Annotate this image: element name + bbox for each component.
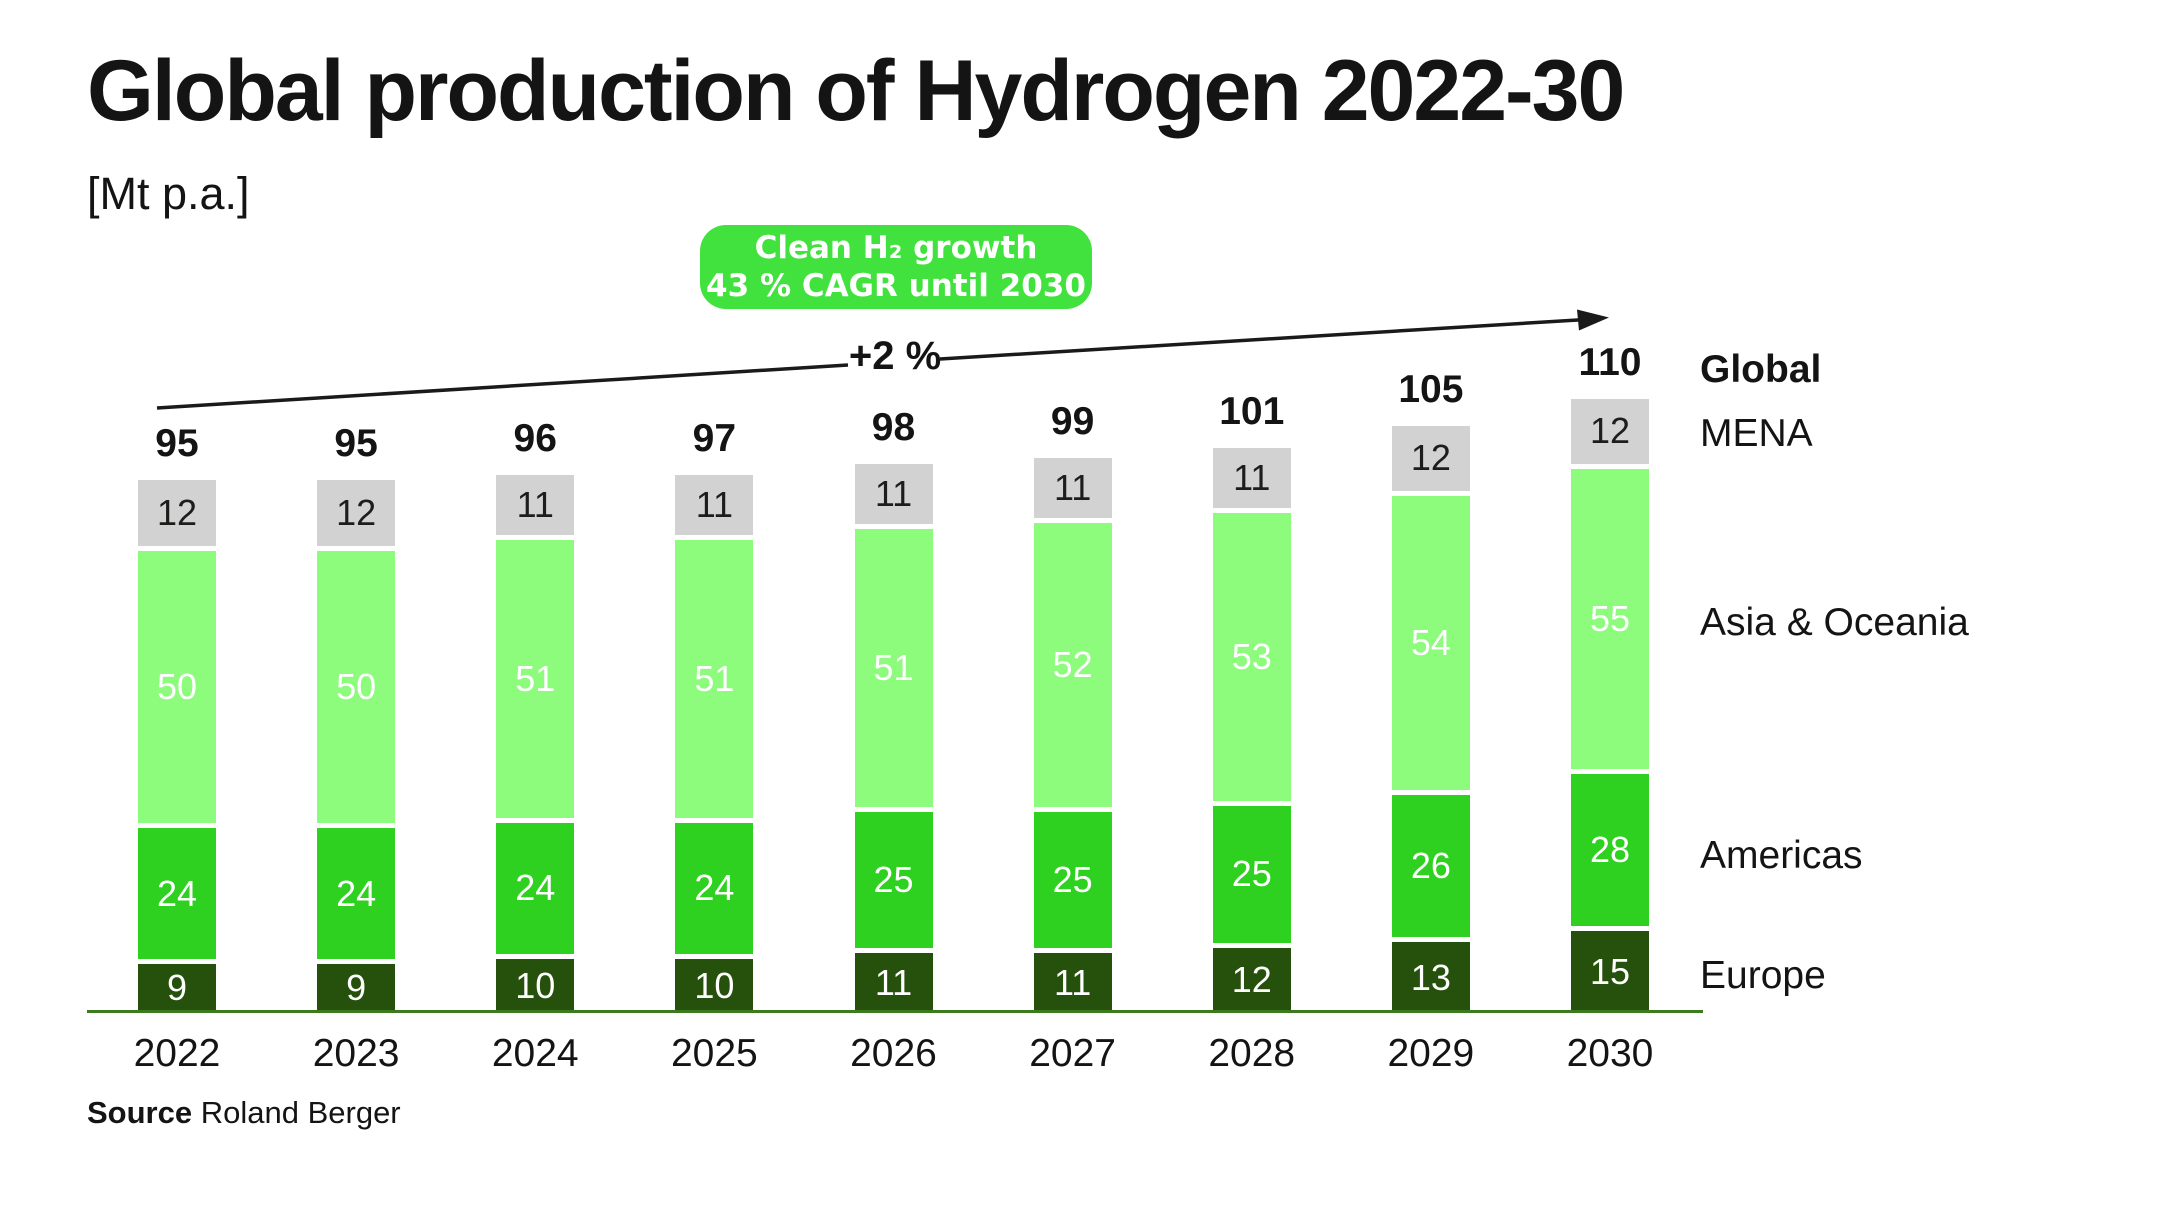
segment-americas-2025: 24 [675, 822, 754, 954]
total-2028: 101 [1219, 389, 1285, 433]
segment-americas-2023: 24 [317, 828, 396, 959]
segment-mena-2023: 12 [317, 480, 396, 546]
badge-line1: Clean H₂ growth [754, 230, 1038, 266]
x-axis-line [87, 1010, 1703, 1013]
bar-2026: 11 51 25 11 [854, 463, 933, 1013]
segment-americas-2027: 25 [1033, 811, 1112, 949]
segment-mena-2024: 11 [496, 474, 575, 535]
total-2023: 95 [334, 422, 378, 466]
segment-americas-2022: 24 [138, 828, 216, 959]
legend-global: Global [1700, 348, 1822, 391]
total-2027: 99 [1050, 400, 1095, 444]
segment-europe-2026: 11 [854, 953, 933, 1013]
segment-asia-oceania-2029: 54 [1391, 496, 1470, 791]
segment-asia-oceania-2027: 52 [1033, 523, 1112, 807]
segment-europe-2022: 9 [138, 963, 216, 1013]
segment-asia-oceania-2025: 51 [675, 539, 754, 818]
total-2029: 105 [1398, 367, 1464, 411]
segment-asia-oceania-2030: 55 [1571, 468, 1649, 769]
source-label: Source [87, 1095, 193, 1130]
total-2025: 97 [692, 416, 737, 460]
total-2022: 95 [155, 422, 199, 466]
arrowhead-icon [1577, 309, 1609, 331]
segment-europe-2029: 13 [1391, 942, 1470, 1013]
segment-europe-2025: 10 [675, 958, 754, 1013]
segment-mena-2029: 12 [1391, 425, 1470, 492]
segment-asia-oceania-2024: 51 [496, 539, 575, 818]
bar-2025: 11 51 24 10 [675, 474, 754, 1013]
legend-europe: Europe [1700, 954, 1826, 997]
segment-mena-2028: 11 [1212, 447, 1291, 508]
year-label-2022: 2022 [133, 1032, 221, 1075]
unit-label: [Mt p.a.] [87, 168, 250, 219]
year-label-2025: 2025 [670, 1032, 758, 1075]
source-line: Source Roland Berger [87, 1095, 401, 1131]
segment-mena-2022: 12 [138, 480, 216, 546]
segment-americas-2026: 25 [854, 811, 933, 949]
bar-2027: 11 52 25 11 [1033, 458, 1112, 1013]
legend-americas: Americas [1700, 834, 1863, 877]
segment-europe-2023: 9 [317, 963, 396, 1013]
bar-2030: 12 55 28 15 [1571, 398, 1649, 1013]
segment-americas-2028: 25 [1212, 806, 1291, 943]
segment-asia-oceania-2026: 51 [854, 528, 933, 807]
source-text: Roland Berger [200, 1095, 401, 1130]
segment-asia-oceania-2023: 50 [317, 550, 396, 824]
page-title: Global production of Hydrogen 2022-30 [87, 43, 1625, 139]
growth-rate-label: +2 % [848, 334, 942, 378]
segment-americas-2024: 24 [496, 822, 575, 954]
year-label-2027: 2027 [1029, 1032, 1116, 1075]
segment-europe-2024: 10 [496, 958, 575, 1013]
bar-2029: 12 54 26 13 [1391, 425, 1470, 1013]
bar-2024: 11 51 24 10 [496, 474, 575, 1013]
year-label-2024: 2024 [491, 1032, 579, 1075]
total-2026: 98 [871, 405, 916, 449]
segment-asia-oceania-2028: 53 [1212, 512, 1291, 802]
segment-mena-2030: 12 [1571, 398, 1649, 464]
segment-mena-2027: 11 [1033, 458, 1112, 519]
bar-2022: 12 50 24 9 [138, 480, 216, 1013]
bar-2023: 12 50 24 9 [317, 480, 396, 1013]
year-label-2030: 2030 [1566, 1032, 1654, 1075]
clean-h2-growth-badge: Clean H₂ growth 43 % CAGR until 2030 [700, 225, 1092, 309]
year-label-2029: 2029 [1387, 1032, 1475, 1075]
year-label-2026: 2026 [850, 1032, 937, 1075]
legend-asia-oceania: Asia & Oceania [1700, 601, 1969, 644]
legend-mena: MENA [1700, 412, 1813, 455]
segment-americas-2030: 28 [1571, 773, 1649, 927]
badge-line2: 43 % CAGR until 2030 [706, 268, 1086, 304]
total-2024: 96 [513, 416, 557, 460]
segment-mena-2025: 11 [675, 474, 754, 535]
year-label-2023: 2023 [312, 1032, 400, 1075]
segment-europe-2030: 15 [1571, 931, 1649, 1013]
segment-europe-2028: 12 [1212, 947, 1291, 1013]
segment-americas-2029: 26 [1391, 795, 1470, 938]
segment-asia-oceania-2022: 50 [138, 550, 216, 824]
bar-2028: 11 53 25 12 [1212, 447, 1291, 1013]
total-2030: 110 [1578, 340, 1642, 384]
year-label-2028: 2028 [1208, 1032, 1296, 1075]
segment-europe-2027: 11 [1033, 953, 1112, 1013]
segment-mena-2026: 11 [854, 463, 933, 524]
